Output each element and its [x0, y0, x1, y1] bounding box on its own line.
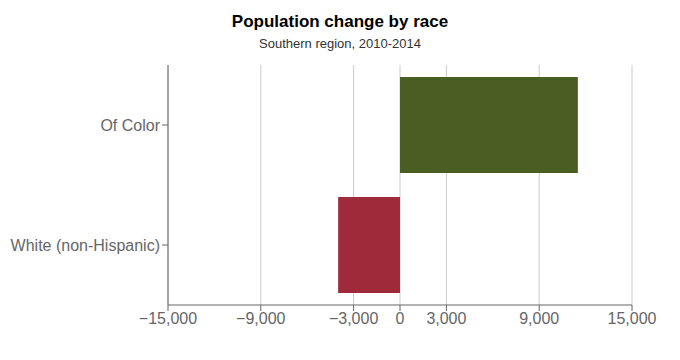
html-text:Population change by race: Population change by race: [231, 12, 449, 31]
html-text:Southern region, 2010-2014: Southern region, 2010-2014: [259, 36, 421, 51]
svg-text:15,000: 15,000: [608, 310, 657, 327]
svg-text:3,000: 3,000: [426, 310, 466, 327]
svg-text:0: 0: [396, 310, 405, 327]
svg-text:−3,000: −3,000: [329, 310, 378, 327]
svg-text:−9,000: −9,000: [236, 310, 285, 327]
svg-text:White (non-Hispanic): White (non-Hispanic): [11, 237, 160, 254]
svg-text:Of Color: Of Color: [100, 117, 160, 134]
svg-text:9,000: 9,000: [519, 310, 559, 327]
svg-text:−15,000: −15,000: [139, 310, 197, 327]
